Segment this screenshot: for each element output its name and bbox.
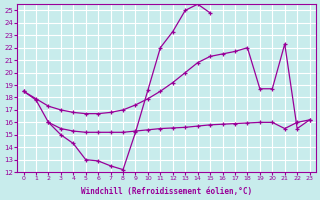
X-axis label: Windchill (Refroidissement éolien,°C): Windchill (Refroidissement éolien,°C): [81, 187, 252, 196]
